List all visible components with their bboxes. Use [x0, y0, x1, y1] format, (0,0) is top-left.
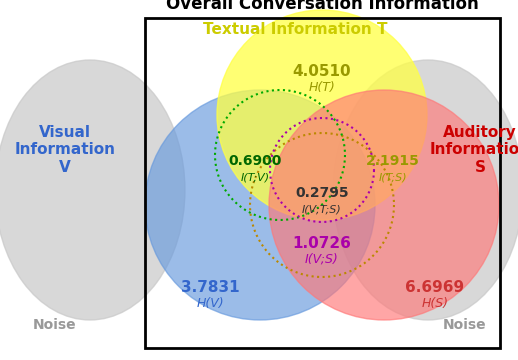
- Text: Overall Conversation Information: Overall Conversation Information: [166, 0, 479, 13]
- Text: 1.0726: 1.0726: [293, 235, 351, 251]
- Text: H(S): H(S): [422, 297, 449, 310]
- Ellipse shape: [333, 60, 518, 320]
- Text: I(T;S): I(T;S): [379, 172, 407, 182]
- Text: 0.2795: 0.2795: [295, 186, 349, 200]
- Text: 2.1915: 2.1915: [366, 154, 420, 168]
- Text: Auditory
Information
S: Auditory Information S: [429, 125, 518, 175]
- Circle shape: [217, 10, 427, 220]
- Text: H(V): H(V): [196, 297, 224, 310]
- Text: Noise: Noise: [33, 318, 77, 332]
- Text: I(T;V): I(T;V): [240, 172, 269, 182]
- Text: Visual
Information
V: Visual Information V: [15, 125, 116, 175]
- Text: I(V;T;S): I(V;T;S): [302, 204, 342, 214]
- Text: 0.6900: 0.6900: [228, 154, 282, 168]
- Text: H(T): H(T): [309, 81, 335, 94]
- Circle shape: [269, 90, 499, 320]
- Text: 6.6969: 6.6969: [406, 280, 465, 296]
- Ellipse shape: [0, 60, 185, 320]
- Text: Noise: Noise: [443, 318, 487, 332]
- Text: Textual Information T: Textual Information T: [203, 22, 387, 37]
- Text: 3.7831: 3.7831: [181, 280, 239, 296]
- Bar: [145, 18, 500, 348]
- Text: 4.0510: 4.0510: [293, 63, 351, 78]
- Text: I(V;S): I(V;S): [305, 252, 339, 266]
- Circle shape: [145, 90, 375, 320]
